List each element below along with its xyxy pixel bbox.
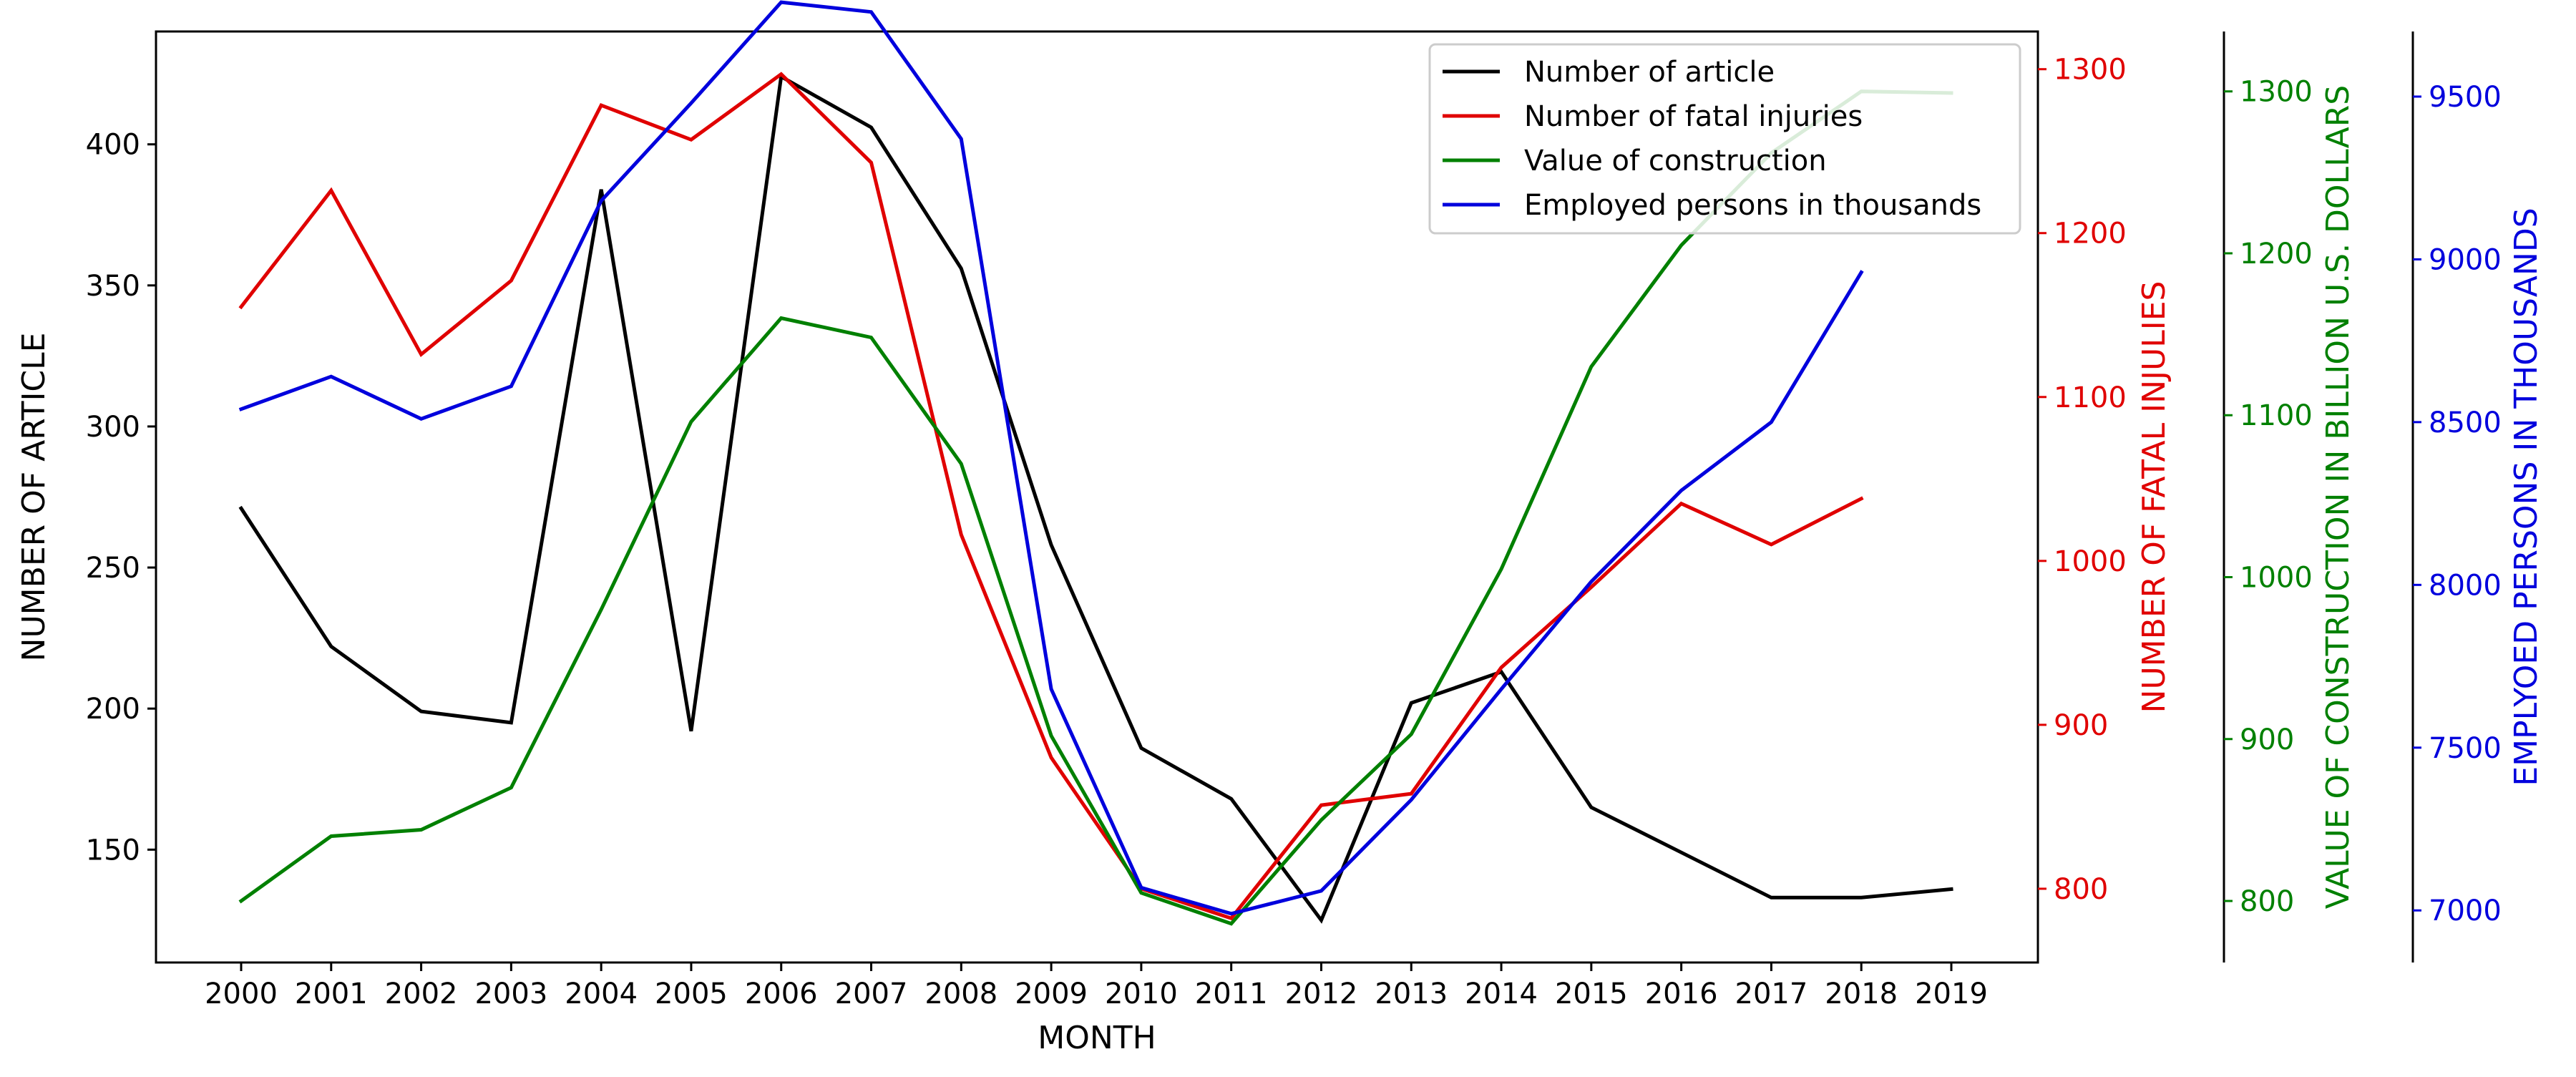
- x-tick-label: 2004: [565, 978, 638, 1010]
- x-tick-label: 2011: [1195, 978, 1268, 1010]
- x-tick-label: 2001: [295, 978, 368, 1010]
- x-tick-label: 2008: [924, 978, 997, 1010]
- y-tick-label: 8000: [2429, 569, 2502, 602]
- y-tick-label: 200: [86, 693, 140, 726]
- x-tick-label: 2016: [1645, 978, 1718, 1010]
- y-tick-label: 900: [2054, 709, 2108, 742]
- x-tick-label: 2014: [1465, 978, 1538, 1010]
- legend-label: Value of construction: [1524, 145, 1827, 177]
- y-tick-label: 7000: [2429, 895, 2502, 927]
- series-line-number-of-article: [238, 74, 1953, 924]
- y-axes: 150 200 250 300 350 400 NUMBER OF ARTICLE 800 90…: [16, 31, 2545, 963]
- y-axis-title: NUMBER OF FATAL INJULIES: [2136, 281, 2172, 713]
- y-axis-construction: 800 900 1000 1100 1200 1300 VALUE OF CONSTRUCT…: [2223, 31, 2356, 963]
- y-tick-label: 150: [86, 834, 140, 867]
- x-tick-label: 2005: [655, 978, 728, 1010]
- x-tick-label: 2007: [835, 978, 908, 1010]
- x-tick-label: 2003: [474, 978, 547, 1010]
- y-tick-label: 1000: [2240, 561, 2313, 594]
- y-tick-label: 900: [2240, 723, 2294, 756]
- y-tick-label: 350: [86, 270, 140, 303]
- y-tick-label: 9000: [2429, 243, 2502, 276]
- y-tick-label: 400: [86, 129, 140, 162]
- x-tick-label: 2006: [745, 978, 818, 1010]
- y-tick-label: 1200: [2054, 218, 2127, 250]
- y-tick-label: 1200: [2240, 238, 2313, 271]
- x-axis-title: MONTH: [1038, 1020, 1156, 1056]
- legend-label: Number of article: [1524, 56, 1775, 89]
- x-tick-label: 2009: [1015, 978, 1088, 1010]
- plot-area-border: [155, 30, 2039, 964]
- x-tick-label: 2013: [1375, 978, 1448, 1010]
- y-tick-label: 7500: [2429, 732, 2502, 765]
- plot-frame: [155, 30, 2039, 964]
- legend-label: Employed persons in thousands: [1524, 189, 1981, 222]
- y-axis-title: NUMBER OF ARTICLE: [16, 333, 52, 662]
- x-tick-label: 2010: [1105, 978, 1178, 1010]
- y-tick-label: 800: [2240, 885, 2294, 918]
- series-line-value-of-construction: [238, 89, 1953, 926]
- series-lines: [238, 0, 1953, 926]
- series-line-employed-persons-in-thousands: [238, 0, 1864, 916]
- y-tick-label: 800: [2054, 873, 2108, 906]
- x-tick-label: 2019: [1915, 978, 1988, 1010]
- y-axis-title: VALUE OF CONSTRUCTION IN BILLION U.S. DO…: [2320, 85, 2356, 909]
- y-tick-label: 9500: [2429, 81, 2502, 114]
- y-axis-employed: 7000 7500 8000 8500 9000 9500 EMPLYOED PERSONS…: [2411, 31, 2545, 963]
- x-tick-label: 2012: [1285, 978, 1358, 1010]
- x-tick-label: 2017: [1735, 978, 1808, 1010]
- y-tick-label: 1300: [2240, 76, 2313, 109]
- y-axis-articles: 150 200 250 300 350 400 NUMBER OF ARTICLE: [16, 129, 156, 867]
- x-tick-label: 2018: [1825, 978, 1898, 1010]
- y-tick-label: 1100: [2240, 399, 2313, 432]
- y-tick-label: 1300: [2054, 54, 2127, 87]
- y-tick-label: 300: [86, 411, 140, 444]
- y-tick-label: 1000: [2054, 545, 2127, 578]
- series-line-number-of-fatal-injuries: [238, 72, 1864, 921]
- legend-label: Number of fatal injuries: [1524, 100, 1863, 133]
- legend: Number of article Number of fatal injurie…: [1428, 43, 2021, 235]
- x-tick-label: 2015: [1555, 978, 1628, 1010]
- legend-box: [1428, 43, 2021, 235]
- y-axis-title: EMPLYOED PERSONS IN THOUSANDS: [2508, 208, 2545, 786]
- y-tick-label: 250: [86, 552, 140, 585]
- y-tick-label: 1100: [2054, 381, 2127, 414]
- x-axis: 2000 2001 2002 2003 2004 2005 2006 2007 2008 2009…: [205, 963, 1988, 1056]
- y-tick-label: 8500: [2429, 406, 2502, 439]
- x-tick-label: 2002: [385, 978, 458, 1010]
- y-axis-fatal: 800 900 1000 1100 1200 1300 NUMBER OF FATAL IN…: [2038, 54, 2172, 906]
- x-tick-label: 2000: [205, 978, 278, 1010]
